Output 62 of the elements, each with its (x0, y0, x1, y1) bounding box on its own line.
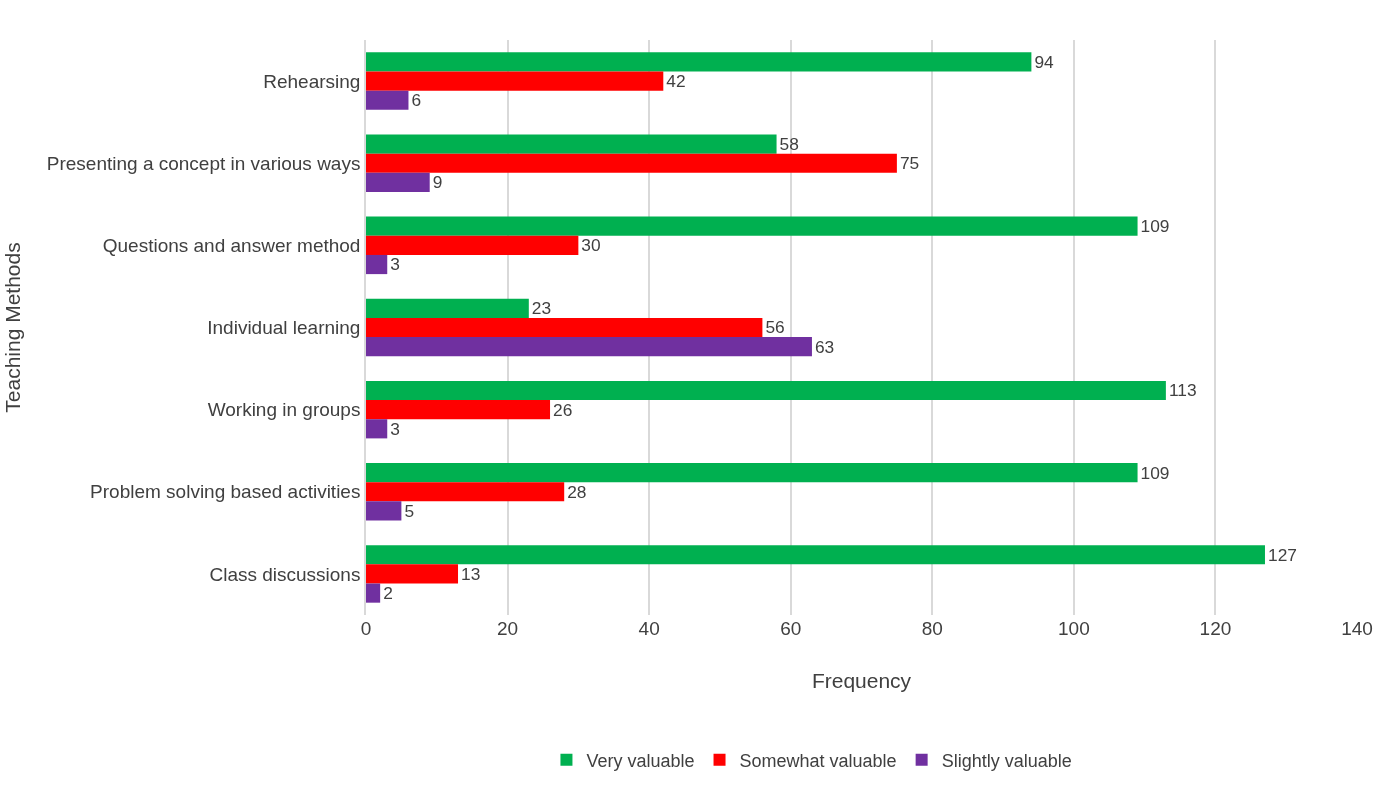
y-tick-label: Presenting a concept in various ways (46, 152, 361, 174)
x-tick-label: 120 (1199, 618, 1232, 639)
y-tick-label: Individual learning (207, 317, 361, 339)
data-label: 26 (553, 399, 573, 420)
bar (366, 583, 381, 603)
x-tick-label: 40 (638, 618, 660, 639)
x-tick-label: 100 (1058, 618, 1090, 639)
bar (366, 172, 430, 192)
bar (366, 235, 579, 255)
bar (366, 71, 664, 91)
x-tick-label: 60 (780, 618, 802, 639)
data-label: 113 (1168, 380, 1197, 401)
data-label: 63 (814, 336, 835, 357)
bar (366, 90, 409, 110)
bar (366, 317, 763, 338)
y-tick-label: Rehearsing (263, 70, 361, 92)
data-label: 3 (390, 418, 400, 439)
x-tick-label: 140 (1341, 618, 1373, 639)
bar (366, 463, 1138, 483)
bar (366, 52, 1032, 72)
bar (366, 501, 402, 521)
data-label: 127 (1267, 544, 1297, 565)
x-tick-label: 20 (497, 618, 519, 639)
data-label: 94 (1034, 51, 1055, 72)
data-label: 9 (432, 172, 443, 193)
bar (366, 134, 777, 154)
bar (366, 298, 529, 318)
data-label: 13 (461, 563, 481, 584)
bar (366, 419, 388, 439)
x-tick-label: 0 (360, 618, 372, 639)
data-label: 6 (411, 90, 422, 111)
data-label: 3 (390, 254, 400, 275)
data-label: 109 (1140, 462, 1170, 483)
legend-label: Very valuable (586, 750, 695, 771)
bar (366, 216, 1138, 236)
data-label: 58 (779, 133, 799, 154)
data-label: 28 (567, 481, 587, 502)
data-label: 42 (666, 71, 686, 91)
bar (366, 564, 459, 584)
data-label: 30 (581, 235, 601, 256)
y-axis-title: Teaching Methods (1, 242, 25, 413)
y-tick-label: Problem solving based activities (90, 481, 361, 503)
bar (366, 400, 551, 420)
bar (366, 153, 897, 173)
bar (366, 482, 565, 502)
x-tick-label: 80 (921, 618, 943, 639)
data-label: 75 (899, 153, 920, 174)
bar (366, 545, 1265, 565)
data-label: 109 (1140, 216, 1170, 237)
data-label: 56 (765, 317, 785, 338)
bar (366, 337, 812, 357)
legend-label: Somewhat valuable (739, 750, 897, 771)
y-tick-label: Working in groups (207, 399, 361, 421)
bar (366, 380, 1166, 401)
y-tick-label: Class discussions (209, 563, 361, 585)
data-label: 5 (404, 500, 415, 521)
y-tick-label: Questions and answer method (102, 235, 361, 257)
bar (366, 254, 388, 275)
data-label: 23 (531, 298, 552, 319)
x-axis-title: Frequency (811, 669, 912, 692)
legend-label: Slightly valuable (941, 750, 1072, 771)
data-label: 2 (383, 583, 393, 604)
